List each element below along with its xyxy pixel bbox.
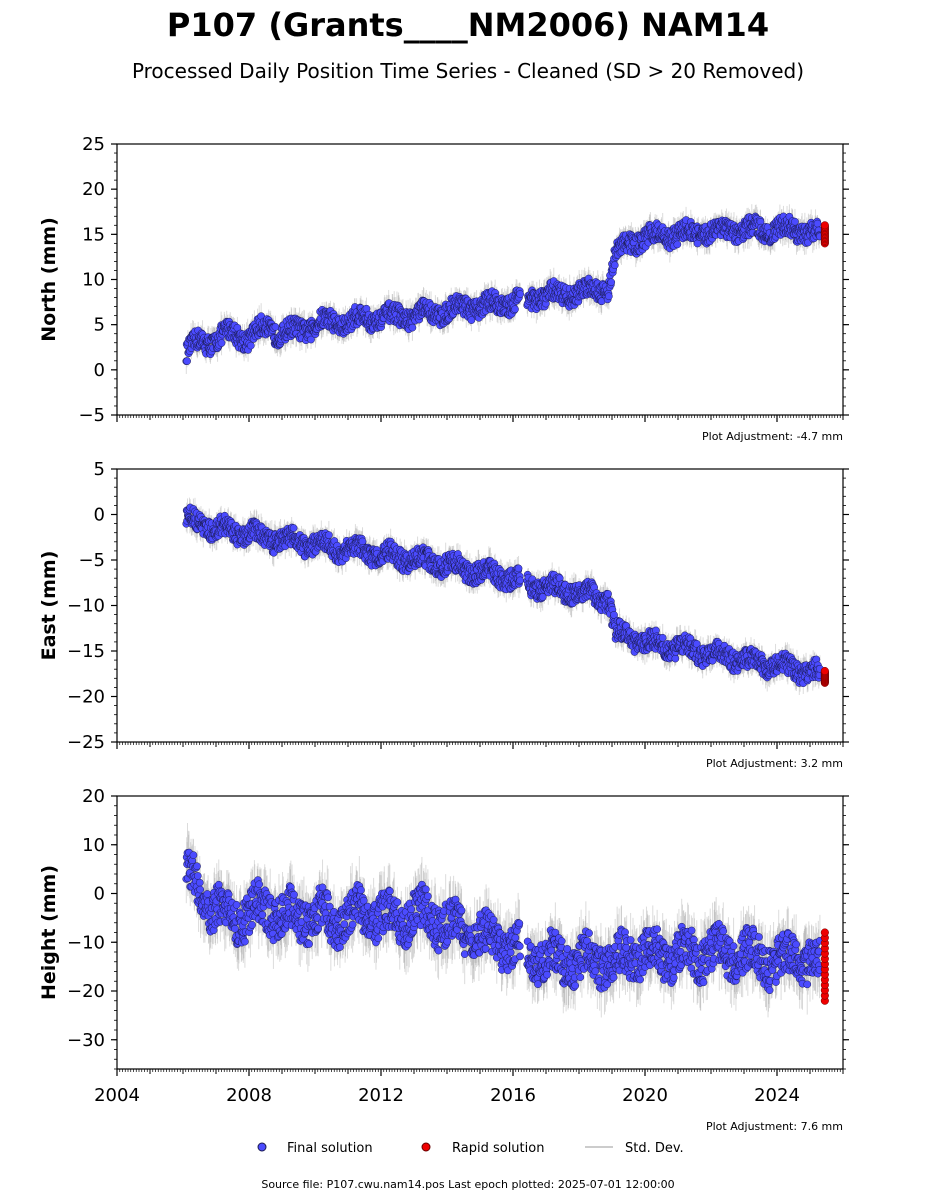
y-tick-label: 20 <box>82 179 105 200</box>
panels: −5 0 5 10 15 20 25 North (mm) Plot Adjustment: -… <box>38 134 849 1133</box>
y-axis-label: North (mm) <box>38 217 60 342</box>
rapid-point <box>820 221 829 230</box>
final-point <box>511 305 519 314</box>
final-point <box>246 341 255 350</box>
final-point <box>467 316 476 324</box>
y-tick-label: 10 <box>82 270 105 291</box>
panel-frame <box>116 143 844 416</box>
final-point <box>813 219 822 228</box>
final-point <box>673 240 682 249</box>
final-point <box>693 239 702 248</box>
final-point <box>516 290 524 298</box>
final-point <box>217 339 226 347</box>
final-point <box>183 357 191 365</box>
final-point <box>610 261 619 270</box>
final-point <box>607 278 616 287</box>
y-tick-label: 25 <box>82 134 105 155</box>
y-tick-label: 5 <box>94 315 105 336</box>
y-tick-label: 15 <box>82 224 105 245</box>
plot-adjustment-note: Plot Adjustment: -4.7 mm <box>702 430 843 443</box>
y-tick-label: 0 <box>94 360 105 381</box>
chart-subtitle: Processed Daily Position Time Series - C… <box>132 59 804 83</box>
final-point <box>307 335 315 344</box>
final-point <box>408 323 417 332</box>
rapid-solution-points <box>820 221 829 248</box>
plot-area <box>182 497 829 696</box>
panel-1: −5 0 5 10 15 20 25 North (mm) Plot Adjustment: -… <box>38 134 849 443</box>
final-point <box>604 292 613 301</box>
final-point <box>791 217 799 226</box>
y-tick-label: −5 <box>78 405 105 426</box>
final-solution-points <box>182 212 824 365</box>
plot-area <box>182 204 829 374</box>
chart-title: P107 (Grants____NM2006) NAM14 <box>167 6 769 44</box>
